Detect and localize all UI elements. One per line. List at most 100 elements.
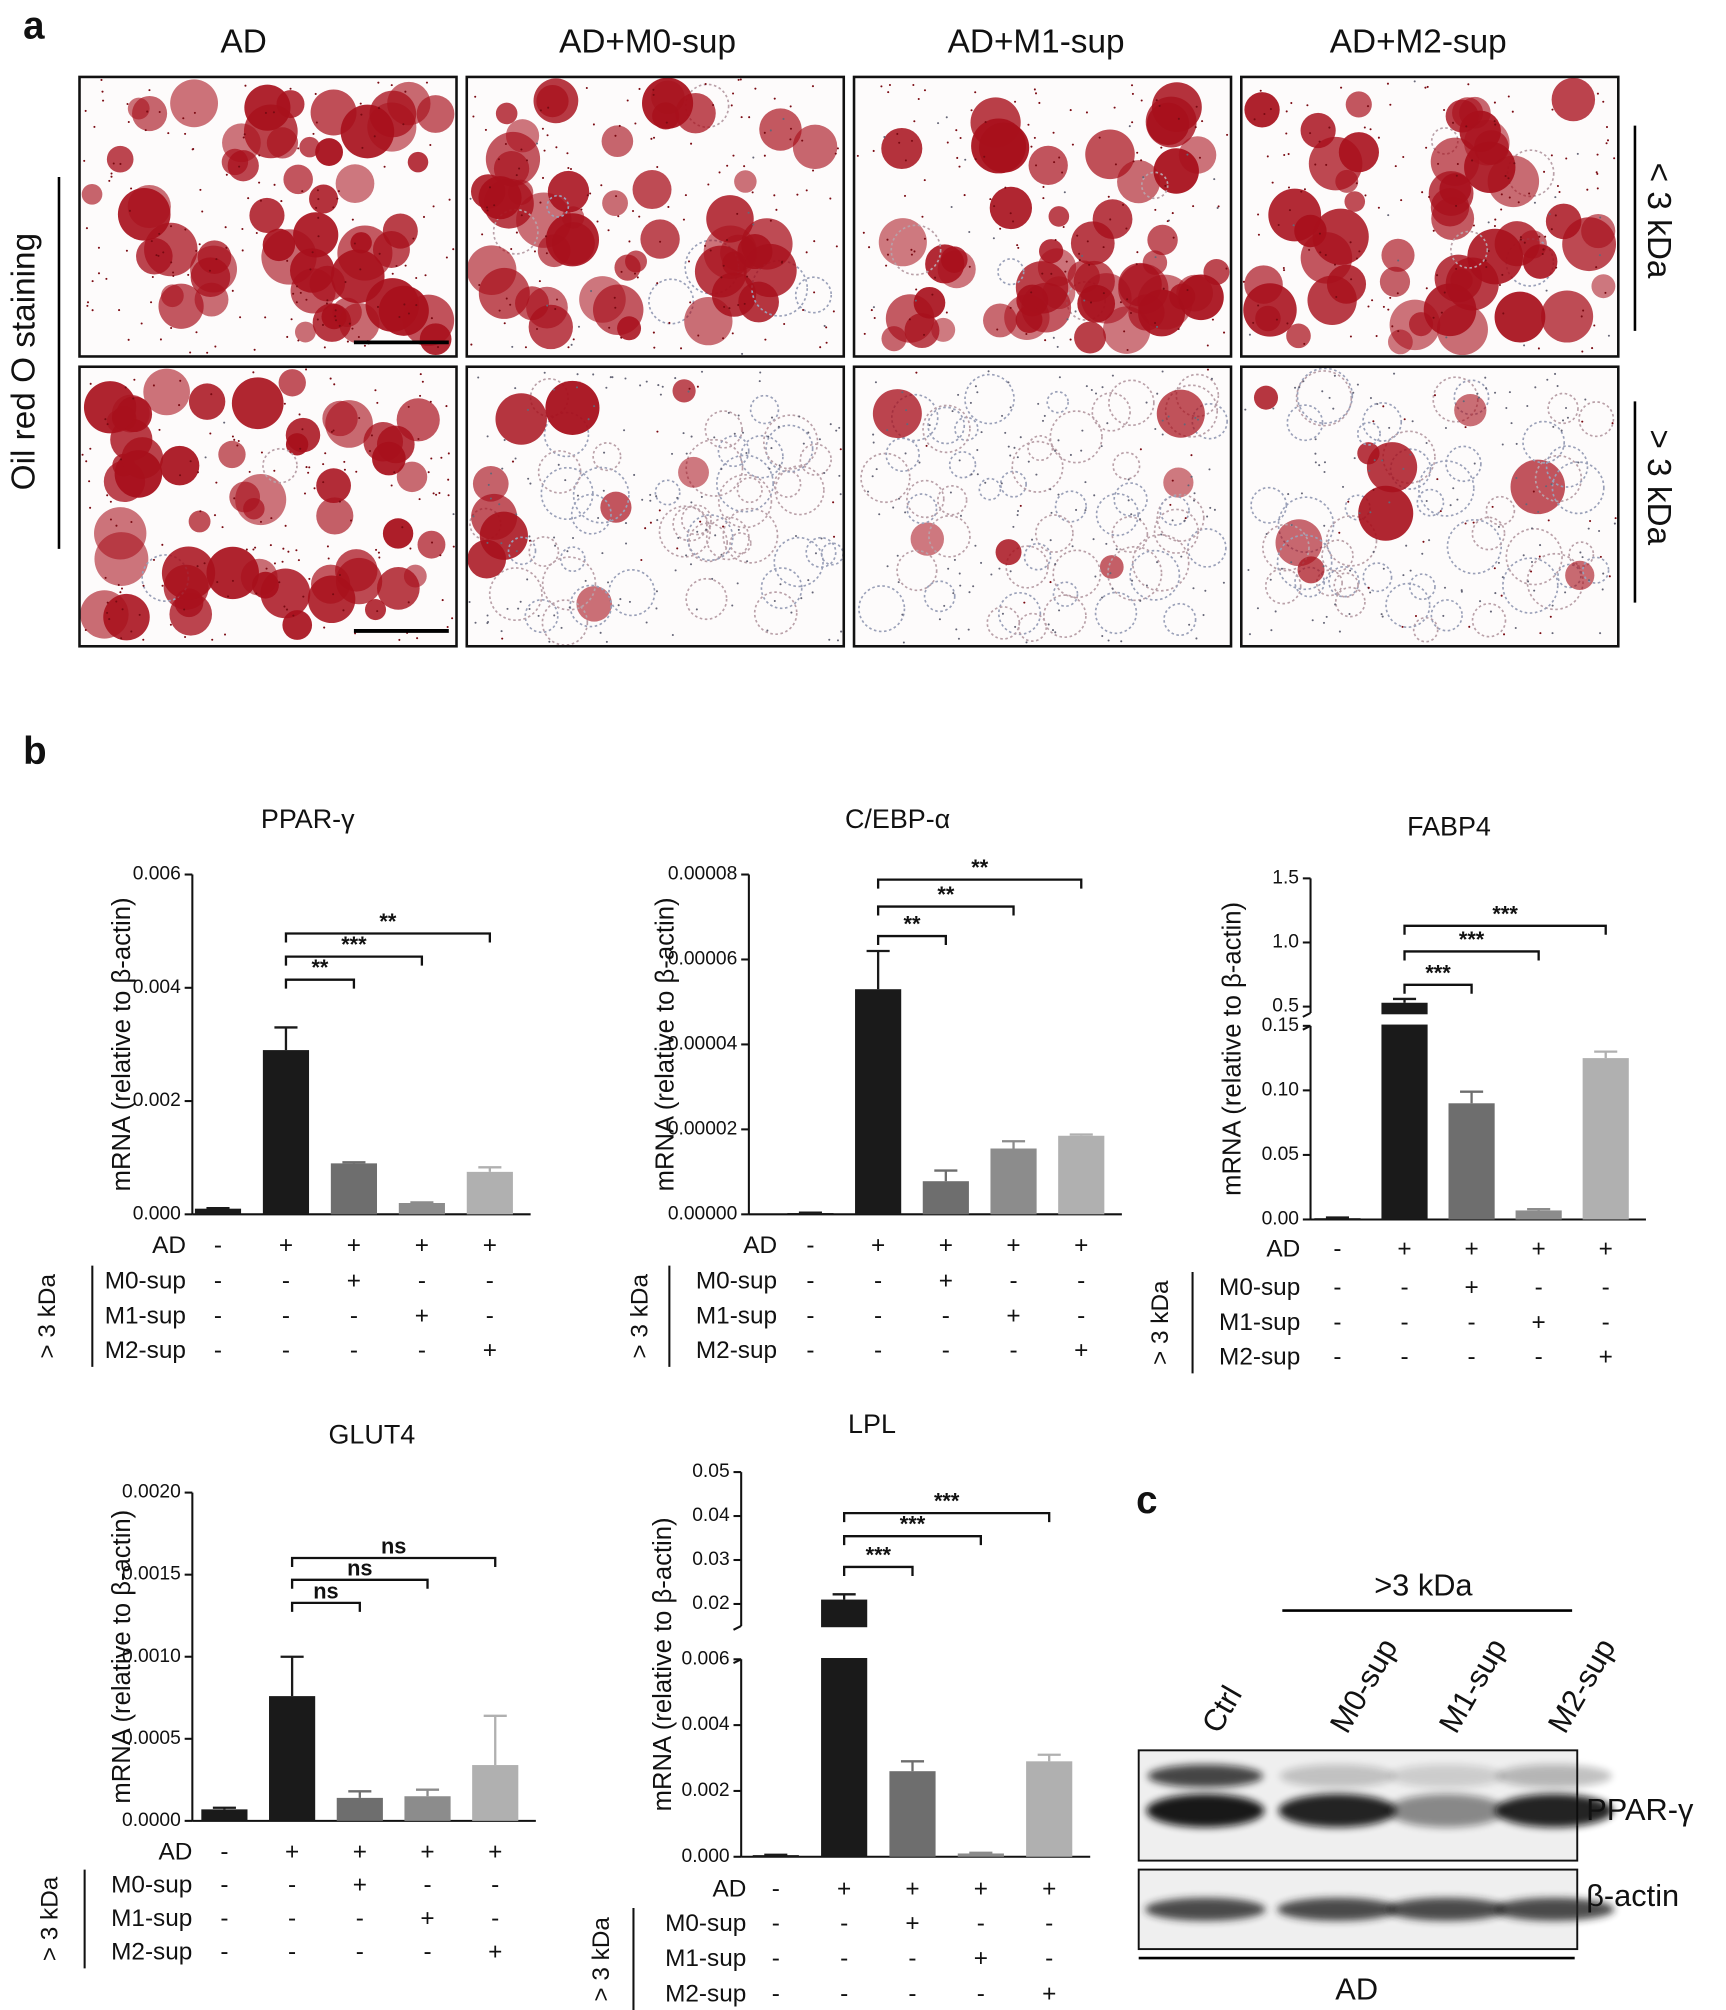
- speck: [955, 628, 958, 631]
- speck: [639, 384, 642, 387]
- speck: [351, 327, 354, 330]
- group-label: > 3 kDa: [627, 1274, 654, 1359]
- condition-mark: +: [1464, 1274, 1478, 1301]
- cell-outline: [1052, 549, 1102, 599]
- speck: [652, 88, 655, 91]
- y-tick-label: 0.000: [682, 1846, 730, 1867]
- speck: [1280, 567, 1284, 570]
- speck: [1356, 383, 1359, 386]
- speck: [501, 637, 504, 640]
- speck: [1342, 485, 1345, 488]
- micrograph-frame: [852, 365, 1233, 648]
- speck: [1288, 209, 1291, 212]
- speck: [478, 284, 481, 287]
- y-tick-label: 0.5: [1272, 996, 1299, 1017]
- speck: [722, 264, 725, 267]
- cell-outline: [717, 435, 750, 468]
- speck: [282, 547, 285, 550]
- speck: [580, 208, 583, 211]
- speck: [280, 200, 283, 203]
- speck: [1294, 386, 1297, 389]
- speck: [976, 391, 979, 394]
- speck: [1500, 193, 1503, 196]
- speck: [1125, 227, 1128, 230]
- speck: [676, 496, 679, 499]
- speck: [888, 83, 891, 87]
- speck: [607, 581, 610, 584]
- speck: [1128, 125, 1131, 128]
- cell-outline: [1156, 493, 1205, 542]
- lipid-cell: [600, 491, 632, 523]
- speck: [1166, 220, 1169, 223]
- speck: [1272, 407, 1275, 410]
- cell-outline: [927, 406, 966, 445]
- speck: [645, 380, 648, 383]
- cell-outline: [1153, 508, 1200, 554]
- lipid-cell: [309, 184, 339, 214]
- speck: [305, 466, 308, 469]
- speck: [1194, 416, 1197, 419]
- condition-mark: -: [356, 1938, 364, 1965]
- speck: [554, 544, 557, 547]
- speck: [225, 173, 228, 176]
- speck: [567, 167, 570, 170]
- speck: [1085, 111, 1088, 114]
- speck: [711, 577, 714, 580]
- speck: [918, 461, 921, 464]
- speck: [659, 393, 662, 396]
- speck: [302, 595, 305, 598]
- speck: [445, 405, 448, 408]
- speck: [527, 477, 530, 480]
- speck: [931, 293, 934, 296]
- cell-outline: [1416, 488, 1445, 517]
- lipid-cell: [1494, 291, 1546, 343]
- lane-label: M1-sup: [1432, 1632, 1514, 1738]
- speck: [179, 474, 182, 477]
- speck: [800, 597, 803, 600]
- speck: [1391, 325, 1394, 328]
- speck: [1274, 610, 1277, 613]
- speck: [1556, 184, 1559, 188]
- speck: [254, 546, 257, 549]
- bar-break: [1380, 1014, 1429, 1025]
- lipid-cell: [545, 380, 600, 435]
- cell-outline: [1023, 542, 1052, 571]
- speck: [613, 296, 616, 299]
- speck: [425, 81, 428, 84]
- y-tick-label: 0.05: [1262, 1144, 1299, 1165]
- y-tick-label: 0.0015: [122, 1564, 181, 1585]
- lipid-cell: [1581, 213, 1616, 249]
- speck: [415, 276, 418, 280]
- speck: [210, 393, 213, 396]
- speck: [170, 261, 173, 264]
- speck: [1493, 120, 1496, 123]
- speck: [958, 459, 961, 462]
- speck: [980, 561, 983, 564]
- condition-mark: -: [1602, 1309, 1610, 1336]
- cell-outline: [890, 224, 942, 276]
- speck: [528, 539, 531, 542]
- condition-mark: -: [214, 1268, 222, 1295]
- speck: [85, 227, 88, 230]
- speck: [375, 548, 378, 551]
- lipid-cell: [617, 316, 642, 341]
- speck: [688, 387, 691, 390]
- speck: [1367, 305, 1370, 308]
- speck: [957, 637, 960, 640]
- condition-mark: -: [806, 1232, 814, 1259]
- speck: [1162, 287, 1165, 290]
- lipid-cell: [1142, 250, 1168, 275]
- bar: [262, 1050, 310, 1215]
- speck: [1355, 257, 1358, 260]
- speck: [867, 490, 870, 493]
- speck: [378, 252, 381, 255]
- speck: [1397, 259, 1400, 262]
- speck: [1452, 121, 1455, 124]
- speck: [603, 451, 606, 454]
- speck: [913, 250, 916, 253]
- lipid-cell: [1445, 99, 1479, 133]
- speck: [1139, 448, 1142, 451]
- speck: [1156, 561, 1159, 564]
- speck: [172, 274, 175, 278]
- speck: [150, 240, 153, 243]
